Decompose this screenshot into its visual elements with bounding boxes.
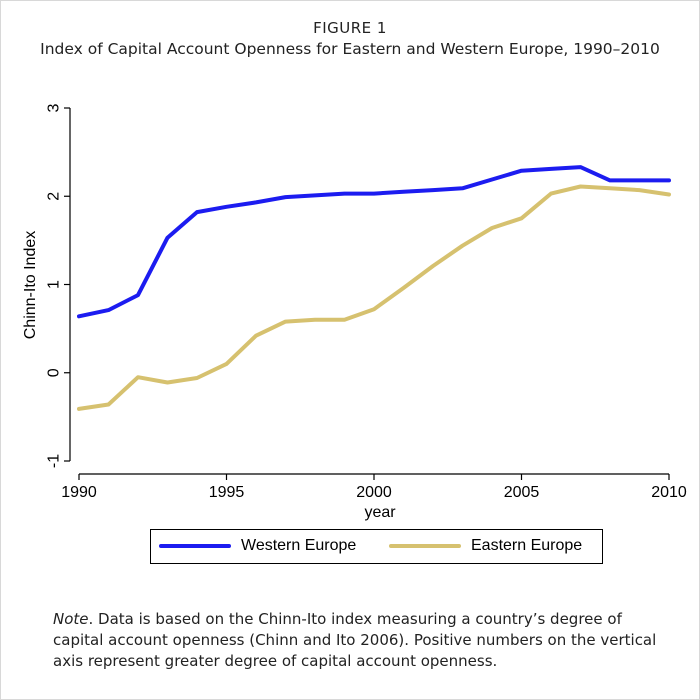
- legend-swatch-eastern-europe: [389, 544, 461, 548]
- chart-legend: Western Europe Eastern Europe: [150, 529, 603, 564]
- series-line-eastern-europe: [77, 184, 671, 411]
- x-tick-label: 1990: [61, 484, 97, 501]
- legend-label-eastern-europe: Eastern Europe: [471, 537, 583, 554]
- y-tick-label: -1: [46, 454, 63, 468]
- note-text: . Data is based on the Chinn-Ito index m…: [53, 610, 657, 670]
- figure-title: Index of Capital Account Openness for Ea…: [40, 40, 660, 58]
- x-tick-label: 2000: [356, 484, 392, 501]
- chart-ticks: -1 0 1 2 3 1990 1995 2000 2005 2010: [46, 103, 687, 501]
- x-tick-label: 1995: [209, 484, 245, 501]
- y-axis-label: Chinn-Ito Index: [22, 231, 39, 340]
- x-tick-label: 2010: [651, 484, 687, 501]
- x-axis-label: year: [364, 504, 396, 521]
- line-chart: -1 0 1 2 3 1990 1995 2000 2005 2010 year Chinn-It…: [22, 103, 687, 521]
- figure-label: FIGURE 1: [313, 19, 387, 37]
- x-tick-label: 2005: [504, 484, 540, 501]
- legend-item-western-europe: Western Europe: [159, 530, 356, 562]
- legend-item-eastern-europe: Eastern Europe: [389, 530, 582, 562]
- y-tick-label: 2: [46, 192, 63, 201]
- series-line-western-europe: [77, 165, 671, 319]
- legend-swatch-western-europe: [159, 544, 231, 548]
- y-tick-label: 0: [46, 368, 63, 377]
- chart-axes: [69, 108, 669, 475]
- figure-note: Note. Data is based on the Chinn-Ito ind…: [53, 609, 673, 672]
- legend-label-western-europe: Western Europe: [241, 537, 357, 554]
- y-tick-label: 1: [46, 280, 63, 289]
- y-tick-label: 3: [46, 103, 63, 112]
- chart-series: [77, 165, 671, 411]
- note-lead: Note: [53, 610, 89, 628]
